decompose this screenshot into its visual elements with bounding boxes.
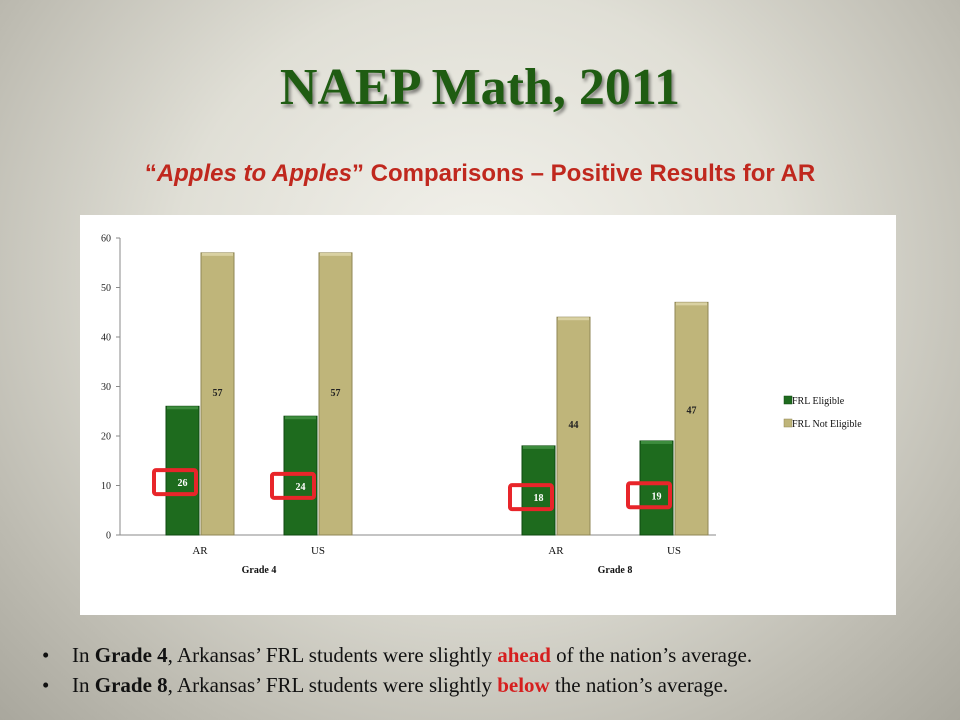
bar-top-highlight [641,440,672,444]
slide-title: NAEP Math, 2011 [279,59,681,116]
bullet-item-grade-4: • In Grade 4, Arkansas’ FRL students wer… [42,640,952,670]
group-label: Grade 4 [242,565,277,576]
bullet-emphasis-ahead: ahead [497,643,551,667]
bullet-text-mid: , Arkansas’ FRL students were slightly [167,673,498,697]
bullet-list: • In Grade 4, Arkansas’ FRL students wer… [42,640,952,700]
bar-top-highlight [167,406,198,410]
bar-top-highlight [676,302,707,306]
y-tick-label: 20 [101,432,111,443]
bullet-text-post: of the nation’s average. [550,643,753,667]
legend-label: FRL Eligible [792,396,845,407]
subtitle-rest: ” Comparisons – Positive Results for AR [351,160,816,187]
legend-label: FRL Not Eligible [792,419,862,430]
chart-panel: 0 10 20 30 40 50 60 AR 26 57 US 24 57 AR 18 44 US 19 47 Gra… [80,215,896,615]
x-tick-label: AR [548,545,564,557]
bar-frl-not-eligible [200,252,235,536]
x-tick-label: AR [192,545,208,557]
data-label: 19 [652,491,662,502]
bullet-text-pre: In [72,643,95,667]
group-label: Grade 8 [598,565,633,576]
data-label: 57 [213,388,223,399]
bullet-emphasis-below: below [497,673,550,697]
bullet-item-grade-8: • In Grade 8, Arkansas’ FRL students wer… [42,670,952,700]
bullet-dot: • [42,673,50,697]
data-label: 57 [331,388,341,399]
slide-subtitle: “Apples to Apples” Comparisons – Positiv… [0,160,960,188]
subtitle-italic: Apples to Apples [156,160,352,187]
x-tick-label: US [667,545,681,557]
highlight-box [508,483,554,512]
bar-frl-not-eligible [318,252,353,536]
highlight-box [152,468,198,497]
bar-frl-eligible [639,440,674,536]
x-tick-label: US [311,545,325,557]
y-tick-label: 40 [101,333,111,344]
bullet-bold-grade: Grade 8 [94,673,168,697]
y-tick-label: 0 [106,531,111,542]
y-tick-label: 10 [101,481,111,492]
bar-top-highlight [285,416,316,420]
bar-top-highlight [202,252,233,256]
data-label: 26 [178,478,188,489]
data-label: 47 [687,405,697,416]
y-tick-label: 60 [101,234,111,245]
bar-frl-not-eligible [674,301,709,536]
bar-chart: 0 10 20 30 40 50 60 AR 26 57 US 24 57 AR 18 44 US 19 47 Gra… [101,234,862,577]
subtitle-quote-open: “ [144,160,157,187]
bar-frl-not-eligible [556,316,591,536]
y-tick-label: 30 [101,382,111,393]
bar-top-highlight [320,252,351,256]
bar-top-highlight [558,317,589,321]
highlight-box [270,471,316,500]
bullet-text-pre: In [72,673,95,697]
data-label: 18 [534,493,544,504]
legend-swatch [783,418,793,428]
y-tick-label: 50 [101,283,111,294]
legend-swatch [783,395,793,405]
bar-frl-eligible [521,445,556,536]
bullet-text-post: the nation’s average. [549,673,729,697]
bullet-bold-grade: Grade 4 [94,643,168,667]
highlight-box [626,481,672,510]
data-label: 44 [569,420,579,431]
data-label: 24 [296,482,306,493]
bullet-text-mid: , Arkansas’ FRL students were slightly [167,643,498,667]
bullet-dot: • [42,643,50,667]
bar-top-highlight [523,445,554,449]
